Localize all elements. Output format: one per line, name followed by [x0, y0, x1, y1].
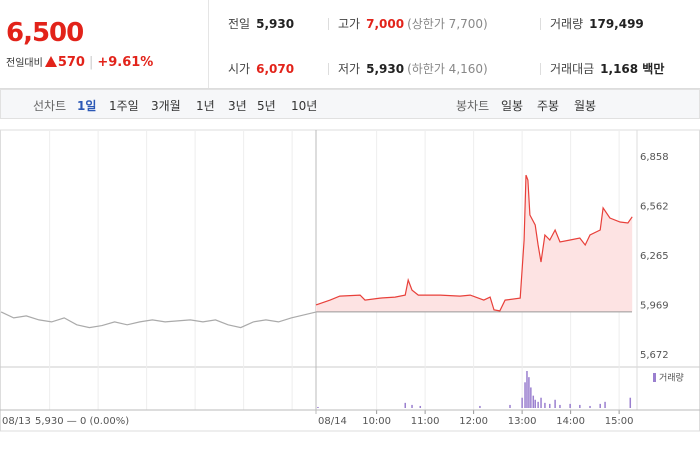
period-tab[interactable]: 1일	[77, 99, 97, 113]
volume-bar	[479, 405, 481, 408]
period-tab[interactable]: 1년	[196, 99, 215, 113]
volume-bar	[530, 387, 532, 408]
y-tick-label: 5,969	[640, 300, 669, 311]
volume-bar	[528, 377, 530, 408]
volume-bar	[589, 405, 591, 408]
summary-cell: 시가 6,070	[228, 60, 294, 77]
period-tab[interactable]: 3년	[228, 99, 247, 113]
y-tick-label: 6,858	[640, 152, 669, 163]
volume-bar	[629, 397, 632, 408]
volume-bar	[549, 403, 551, 408]
up-arrow	[44, 56, 57, 67]
summary-label: 시가	[228, 62, 251, 76]
x-tick-label: 10:00	[362, 416, 391, 427]
volume-bar	[532, 395, 535, 408]
price-area	[316, 175, 633, 312]
candle-tab[interactable]: 월봉	[574, 99, 597, 113]
volume-bar	[569, 403, 571, 408]
volume-bar	[534, 399, 536, 408]
day-label: 08/14	[318, 416, 347, 427]
summary-value: 1,168 백만	[600, 62, 665, 76]
tab-group-label: 선차트	[33, 99, 67, 113]
period-tab[interactable]: 1주일	[109, 99, 139, 113]
tab-group-label: 봉차트	[456, 99, 490, 113]
y-tick-label: 6,562	[640, 201, 669, 212]
summary-note: (상한가 7,700)	[407, 17, 488, 31]
change-percent: +9.61%	[97, 55, 154, 70]
change: 전일대비 570 | +9.61%	[6, 54, 153, 70]
change-label: 전일대비	[6, 58, 43, 69]
summary-label: 저가	[338, 62, 361, 76]
price-line	[0, 311, 317, 329]
summary-value: 5,930	[366, 62, 405, 76]
summary-cell: 저가 5,930 (하한가 4,160)	[338, 60, 488, 77]
x-tick-label: 14:00	[556, 416, 585, 427]
summary-value: 179,499	[589, 17, 644, 31]
volume-bar	[419, 405, 422, 408]
summary-panel: 6,500 전일대비 570 | +9.61% 전일 5,930 고가 7,000 (상한가 …	[0, 0, 700, 89]
x-tick-label: 11:00	[411, 416, 440, 427]
volume-bar	[317, 406, 319, 408]
day-label: 08/13	[2, 416, 31, 427]
summary-label: 전일	[228, 17, 251, 31]
volume-bar	[604, 401, 606, 408]
legend-label: 거래량	[659, 372, 684, 384]
summary-label: 고가	[338, 17, 361, 31]
chart: 10:00 11:00 12:00 13:00 14:00 15:00 6,858 6,562…	[0, 129, 700, 432]
candle-tab[interactable]: 주봉	[537, 99, 560, 113]
x-tick-label: 12:00	[459, 416, 488, 427]
volume-bar	[544, 402, 546, 408]
divider: |	[88, 55, 94, 70]
volume-bar	[521, 397, 523, 408]
summary-label: 거래대금	[550, 62, 595, 76]
summary-label: 거래량	[550, 17, 584, 31]
price: 6,500	[6, 18, 84, 48]
quote: 6,500 전일대비 570 | +9.61%	[0, 0, 209, 88]
volume-bar	[526, 371, 528, 408]
legend-swatch	[653, 373, 656, 382]
divider	[328, 18, 329, 30]
period-tab[interactable]: 3개월	[151, 99, 181, 113]
y-tick-label: 6,265	[640, 251, 669, 262]
summary-value: 7,000	[366, 17, 405, 31]
volume-bar	[554, 399, 556, 408]
divider	[328, 63, 329, 75]
divider	[540, 63, 541, 75]
summary-cell: 거래대금 1,168 백만	[550, 60, 664, 77]
volume-bar	[537, 401, 539, 408]
candle-tab[interactable]: 일봉	[501, 99, 524, 113]
volume-bar	[559, 404, 561, 408]
summary-note: (하한가 4,160)	[407, 62, 488, 76]
change-value: 570	[57, 55, 85, 70]
summary-cell: 거래량 179,499	[550, 15, 644, 32]
x-tick-label: 15:00	[605, 416, 634, 427]
y-tick-label: 5,672	[640, 350, 669, 361]
summary-value: 6,070	[256, 62, 295, 76]
price-line	[315, 174, 633, 312]
x-tick-label: 13:00	[508, 416, 537, 427]
summary-cell: 고가 7,000 (상한가 7,700)	[338, 15, 488, 32]
volume-bar	[509, 404, 511, 408]
divider	[540, 18, 541, 30]
volume-bar	[524, 382, 526, 408]
day-note: 5,930 — 0 (0.00%)	[35, 416, 129, 427]
volume-bar	[579, 404, 581, 408]
summary-value: 5,930	[256, 17, 295, 31]
summary-cell: 전일 5,930	[228, 15, 294, 32]
volume-bar	[411, 404, 413, 408]
chart-tabs: 선차트 1일 1주일 3개월 1년 3년 5년 10년 봉차트 일봉 주봉 월봉	[0, 89, 700, 119]
period-tab[interactable]: 5년	[257, 99, 276, 113]
volume-bar	[404, 402, 406, 408]
volume-bar	[599, 403, 601, 408]
volume-bar	[540, 397, 542, 408]
period-tab[interactable]: 10년	[291, 99, 318, 113]
